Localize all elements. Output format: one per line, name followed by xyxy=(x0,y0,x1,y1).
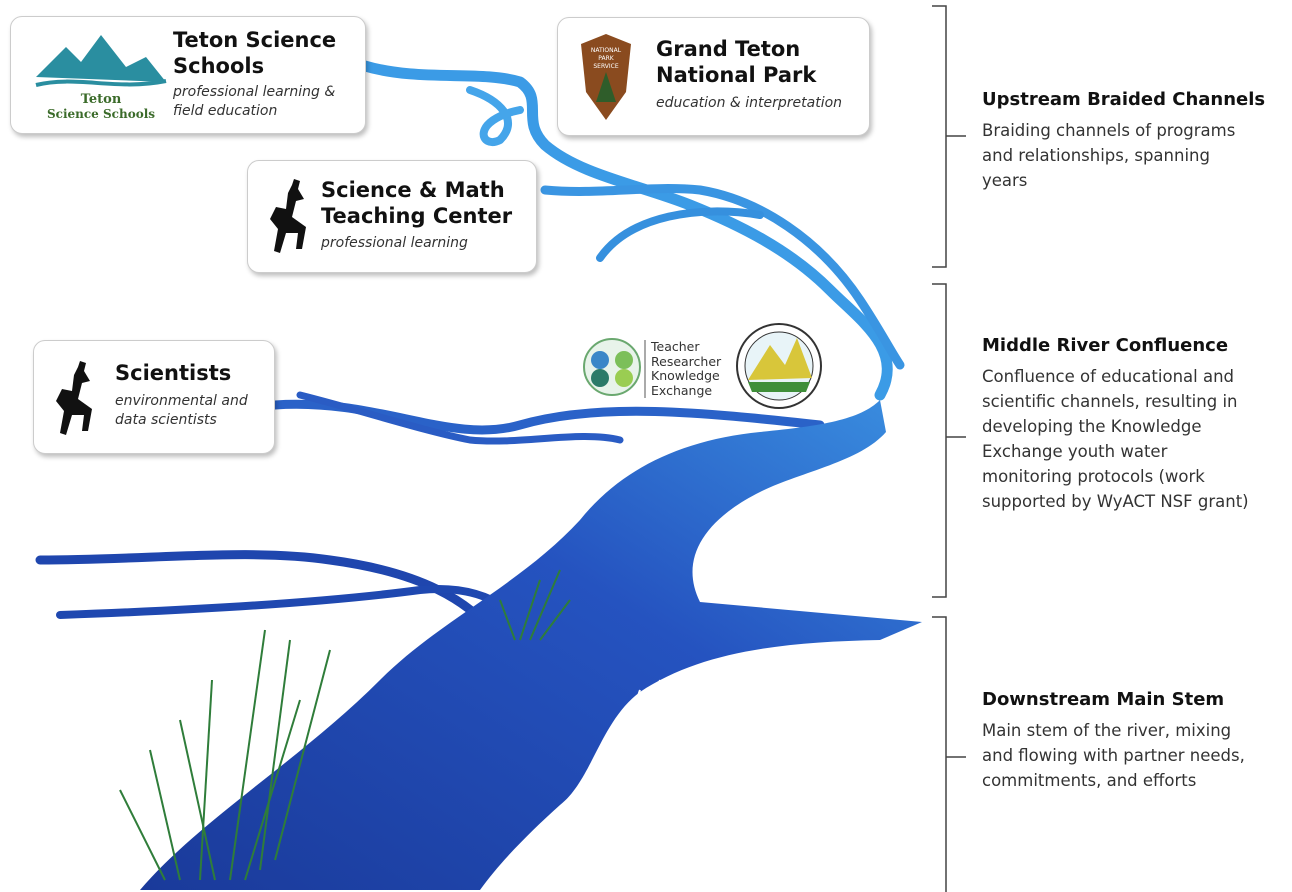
section: Middle River Confluence Confluence of ed… xyxy=(982,335,1272,514)
exchange-logo-text: Teacher Researcher Knowledge Exchange xyxy=(651,339,722,398)
partner-card: Teton Science Schools Teton Science Scho… xyxy=(10,16,366,134)
tss-logo: Teton Science Schools xyxy=(35,35,167,121)
partner-name: Science & Math Teaching Center xyxy=(321,178,513,228)
logo-text: Knowledge xyxy=(651,368,720,383)
partner-card: NATIONAL PARK SERVICE Grand Teton Nation… xyxy=(557,17,870,136)
partner-role: education & interpretation xyxy=(656,95,843,111)
logo-text: SERVICE xyxy=(593,63,619,70)
logo-text: Teton xyxy=(81,92,122,107)
partner-role: professional learning & field education xyxy=(173,84,336,119)
grass xyxy=(119,569,571,881)
nps-logo: NATIONAL PARK SERVICE xyxy=(581,34,631,120)
logo-text: NATIONAL xyxy=(591,47,622,54)
section-title: Downstream Main Stem xyxy=(982,689,1225,710)
section-description: Braiding channels of programs and relati… xyxy=(982,121,1236,190)
partner-name: Teton Science Schools xyxy=(173,28,337,78)
section: Downstream Main Stem Main stem of the ri… xyxy=(982,689,1272,793)
section-description: Main stem of the river, mixing and flowi… xyxy=(982,721,1245,790)
channels xyxy=(35,60,905,645)
exchange-logo xyxy=(583,323,822,409)
bucking-horse-logo xyxy=(270,179,306,253)
partner-card: Scientists environmental and data scient… xyxy=(33,340,275,454)
section-description: Confluence of educational and scientific… xyxy=(982,367,1249,511)
main-stem xyxy=(140,400,922,890)
partner-role: professional learning xyxy=(321,235,468,251)
white-grass xyxy=(629,679,701,721)
partner-card: Science & Math Teaching Center professio… xyxy=(247,160,537,273)
logo-text: Researcher xyxy=(651,353,722,369)
bucking-horse-logo xyxy=(56,361,92,435)
logo-text: Science Schools xyxy=(47,107,155,121)
section-title: Middle River Confluence xyxy=(982,335,1229,356)
logo-text: Teacher xyxy=(651,339,700,354)
partner-role: environmental and data scientists xyxy=(115,393,248,428)
partner-name: Scientists xyxy=(115,361,232,385)
section: Upstream Braided Channels Braiding chann… xyxy=(982,89,1272,193)
logo-text: Exchange xyxy=(651,382,713,398)
section-brackets xyxy=(932,5,966,892)
logo-text: PARK xyxy=(598,55,615,62)
section-title: Upstream Braided Channels xyxy=(982,89,1266,110)
partner-name: Grand Teton National Park xyxy=(656,37,817,87)
